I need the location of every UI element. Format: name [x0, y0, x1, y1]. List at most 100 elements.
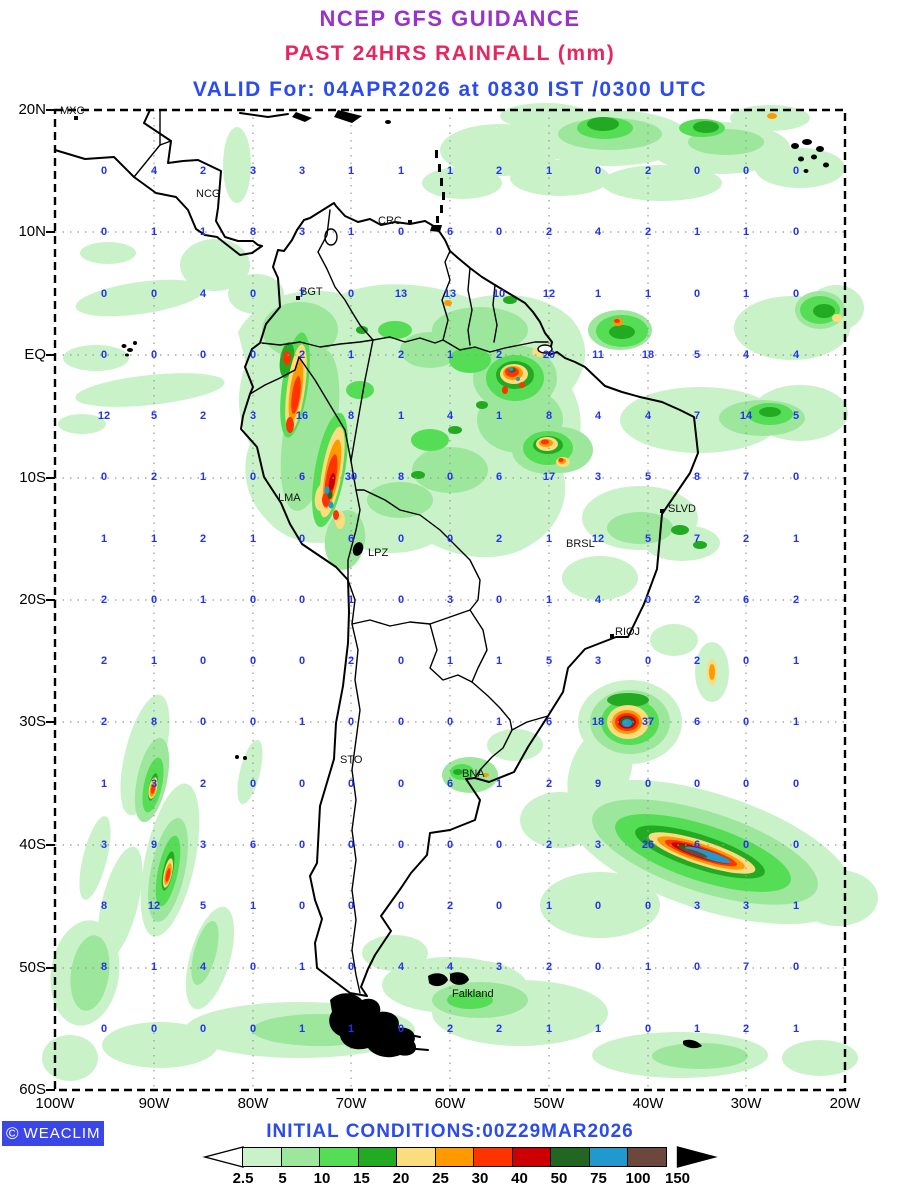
grid-rainfall-value: 1 [792, 533, 800, 545]
grid-rainfall-value: 0 [298, 839, 306, 851]
grid-rainfall-value: 0 [298, 533, 306, 545]
grid-rainfall-value: 9 [150, 839, 158, 851]
grid-rainfall-value: 3 [693, 900, 701, 912]
lon-axis-label: 20W [829, 1095, 861, 1112]
grid-rainfall-value: 6 [742, 594, 750, 606]
weaclim-logo: © WEACLIM [2, 1121, 104, 1146]
grid-rainfall-value: 2 [199, 165, 207, 177]
grid-rainfall-value: 5 [199, 900, 207, 912]
grid-rainfall-value: 0 [446, 533, 454, 545]
grid-rainfall-value: 2 [495, 349, 503, 361]
colorbar-level-label: 2.5 [232, 1170, 254, 1187]
grid-rainfall-value: 0 [693, 961, 701, 973]
grid-rainfall-value: 0 [199, 1023, 207, 1035]
grid-rainfall-value: 1 [150, 226, 158, 238]
city-marker-dot [408, 220, 412, 224]
lon-axis-label: 70W [335, 1095, 367, 1112]
grid-rainfall-value: 1 [693, 226, 701, 238]
lat-axis-label: 10S [19, 469, 46, 486]
colorbar-segment [280, 1147, 320, 1167]
grid-rainfall-value: 0 [100, 349, 108, 361]
grid-rainfall-value: 1 [545, 165, 553, 177]
grid-rainfall-value: 0 [446, 471, 454, 483]
grid-rainfall-value: 12 [97, 410, 111, 422]
grid-rainfall-value: 0 [397, 655, 405, 667]
city-label: CRC [378, 215, 402, 227]
grid-rainfall-value: 1 [397, 410, 405, 422]
grid-rainfall-value: 0 [742, 778, 750, 790]
grid-rainfall-value: 0 [150, 1023, 158, 1035]
grid-rainfall-value: 1 [446, 655, 454, 667]
grid-rainfall-value: 2 [693, 594, 701, 606]
colorbar-segment [550, 1147, 590, 1167]
grid-rainfall-value: 1 [150, 961, 158, 973]
grid-rainfall-value: 0 [298, 594, 306, 606]
grid-rainfall-value: 0 [397, 1023, 405, 1035]
grid-rainfall-value: 5 [693, 349, 701, 361]
grid-rainfall-value: 0 [249, 349, 257, 361]
grid-rainfall-value: 30 [344, 471, 358, 483]
grid-rainfall-value: 0 [397, 716, 405, 728]
lat-axis-label: 50S [19, 959, 46, 976]
grid-rainfall-value: 0 [347, 961, 355, 973]
colorbar-level-label: 75 [590, 1170, 607, 1187]
grid-rainfall-value: 1 [594, 1023, 602, 1035]
city-marker-dot [660, 509, 664, 513]
grid-rainfall-value: 0 [594, 900, 602, 912]
grid-rainfall-value: 4 [594, 594, 602, 606]
grid-rainfall-value: 1 [298, 716, 306, 728]
grid-rainfall-value: 0 [792, 839, 800, 851]
grid-rainfall-value: 4 [594, 410, 602, 422]
grid-rainfall-value: 20 [542, 349, 556, 361]
grid-rainfall-value: 1 [446, 349, 454, 361]
grid-rainfall-value: 1 [249, 533, 257, 545]
grid-rainfall-value: 1 [150, 655, 158, 667]
lat-axis-label: 10N [18, 223, 46, 240]
grid-rainfall-value: 3 [199, 839, 207, 851]
grid-rainfall-value: 0 [397, 226, 405, 238]
grid-rainfall-value: 2 [100, 716, 108, 728]
grid-rainfall-value: 5 [545, 655, 553, 667]
grid-rainfall-value: 9 [594, 778, 602, 790]
valid-time-line: VALID For: 04APR2026 at 0830 IST /0300 U… [192, 78, 708, 101]
city-label: BRSL [566, 538, 595, 550]
colorbar-segment [319, 1147, 359, 1167]
grid-rainfall-value: 0 [594, 961, 602, 973]
city-label: BGT [300, 286, 323, 298]
colorbar-level-label: 15 [353, 1170, 370, 1187]
grid-rainfall-value: 12 [591, 533, 605, 545]
grid-rainfall-value: 3 [150, 778, 158, 790]
grid-rainfall-value: 1 [792, 655, 800, 667]
grid-rainfall-value: 0 [792, 288, 800, 300]
grid-rainfall-value: 4 [644, 410, 652, 422]
coastlines [54, 109, 699, 997]
grid-rainfall-value: 2 [347, 655, 355, 667]
page-title: NCEP GFS GUIDANCE [319, 6, 581, 31]
grid-rainfall-value: 1 [347, 165, 355, 177]
grid-rainfall-value: 0 [693, 165, 701, 177]
grid-rainfall-value: 1 [199, 471, 207, 483]
city-label: SLVD [668, 503, 696, 515]
grid-rainfall-value: 1 [298, 1023, 306, 1035]
grid-rainfall-value: 0 [100, 226, 108, 238]
grid-rainfall-value: 0 [495, 839, 503, 851]
grid-rainfall-value: 6 [347, 533, 355, 545]
grid-rainfall-value: 3 [249, 410, 257, 422]
grid-rainfall-value: 7 [742, 471, 750, 483]
grid-rainfall-value: 0 [249, 471, 257, 483]
grid-rainfall-value: 4 [446, 961, 454, 973]
grid-rainfall-value: 6 [249, 839, 257, 851]
grid-rainfall-value: 2 [742, 533, 750, 545]
grid-rainfall-value: 1 [495, 716, 503, 728]
rainfall-shading [42, 103, 878, 1081]
grid-rainfall-value: 1 [397, 165, 405, 177]
lat-axis-label: 60S [19, 1081, 46, 1098]
grid-rainfall-value: 2 [100, 655, 108, 667]
grid-rainfall-value: 2 [495, 1023, 503, 1035]
colorbar-level-label: 25 [432, 1170, 449, 1187]
grid-rainfall-value: 1 [150, 533, 158, 545]
grid-rainfall-value: 6 [693, 839, 701, 851]
grid-rainfall-value: 1 [100, 778, 108, 790]
